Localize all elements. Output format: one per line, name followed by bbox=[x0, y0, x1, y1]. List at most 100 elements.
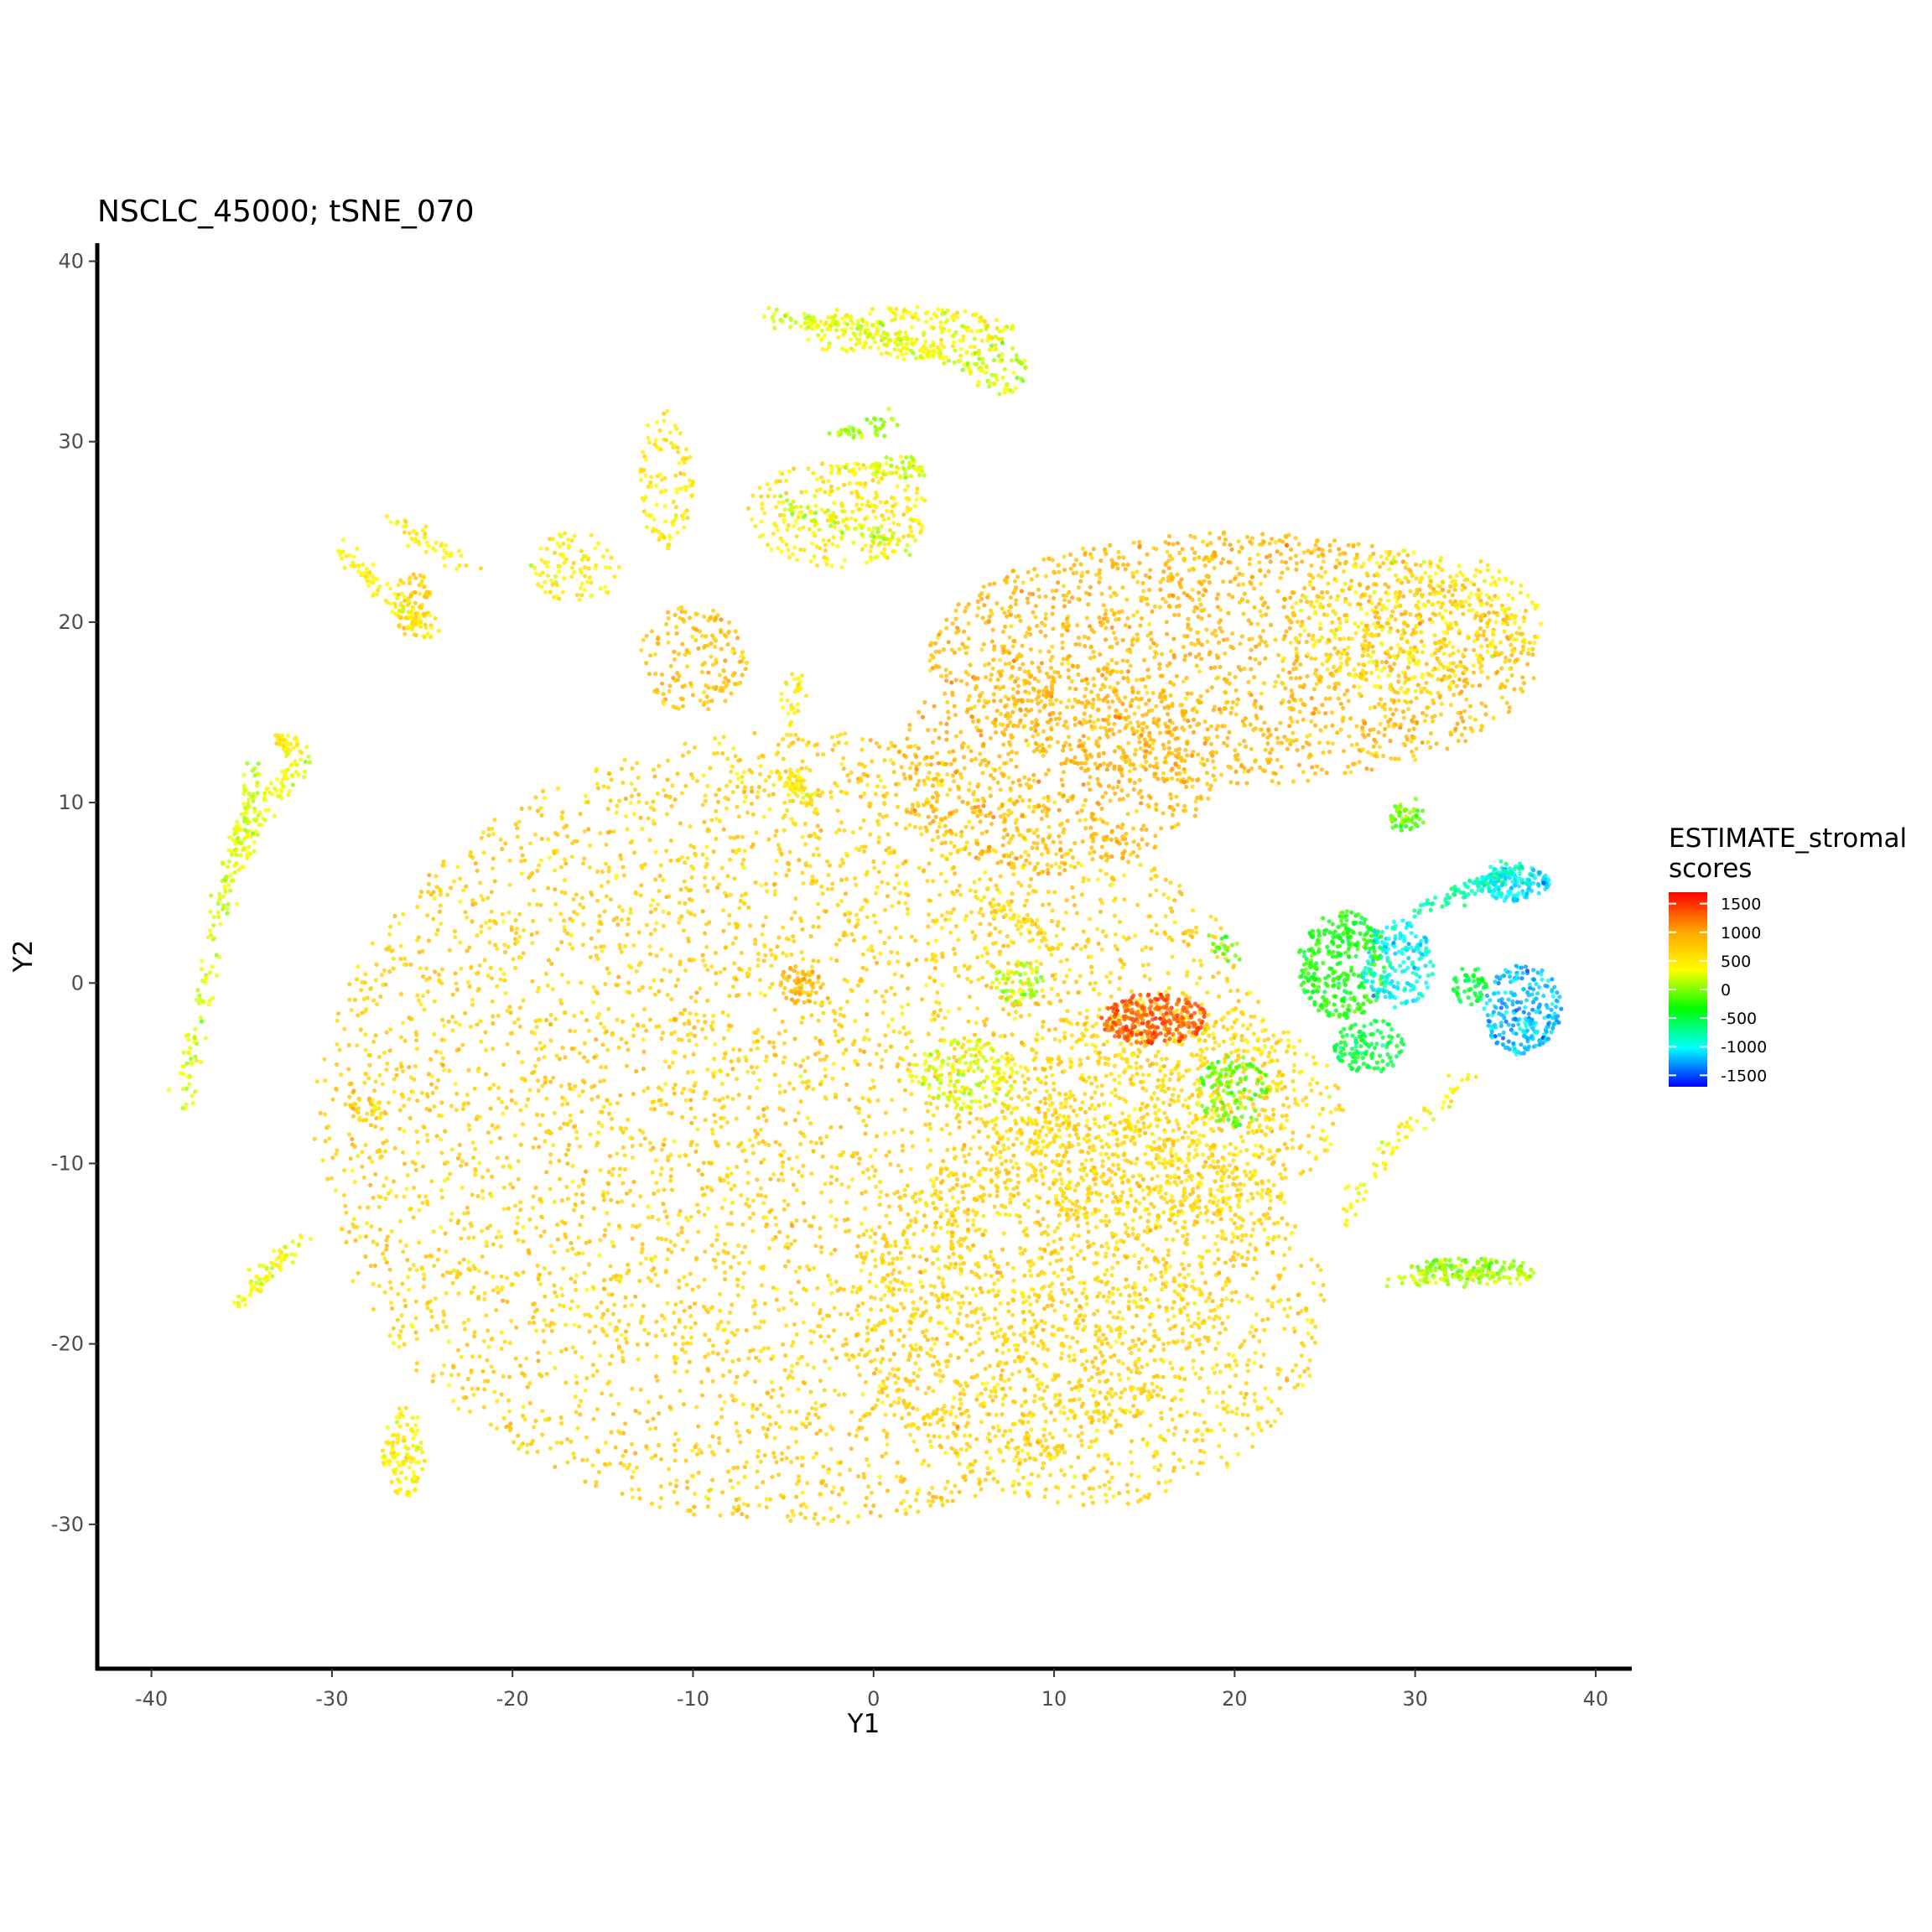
data-point bbox=[595, 1407, 600, 1412]
data-point bbox=[858, 826, 863, 831]
data-point bbox=[1014, 1454, 1019, 1459]
data-point bbox=[644, 1444, 649, 1449]
data-point bbox=[796, 1387, 801, 1392]
data-point bbox=[924, 983, 929, 988]
data-point bbox=[626, 1322, 631, 1327]
data-point bbox=[681, 1402, 687, 1407]
data-point bbox=[448, 886, 454, 891]
data-point bbox=[424, 1132, 429, 1137]
data-point bbox=[1000, 1006, 1005, 1012]
data-point bbox=[737, 906, 742, 911]
data-point bbox=[825, 1273, 831, 1278]
data-point bbox=[471, 1334, 477, 1339]
data-point bbox=[398, 1035, 403, 1040]
data-point bbox=[641, 1088, 647, 1093]
data-point bbox=[1122, 897, 1127, 902]
data-point bbox=[640, 1242, 645, 1247]
data-point bbox=[462, 1211, 467, 1216]
data-point bbox=[897, 1056, 903, 1061]
data-point bbox=[1078, 974, 1083, 979]
data-point bbox=[600, 948, 605, 953]
data-point bbox=[347, 982, 352, 987]
data-point bbox=[682, 1308, 687, 1313]
data-point bbox=[874, 1052, 879, 1057]
data-point bbox=[1148, 892, 1153, 898]
data-point bbox=[914, 1498, 919, 1503]
data-point bbox=[741, 770, 747, 775]
data-point bbox=[516, 1433, 521, 1438]
data-point bbox=[668, 953, 673, 958]
data-point bbox=[756, 785, 762, 790]
data-point bbox=[1175, 1008, 1180, 1013]
data-point bbox=[699, 1026, 705, 1032]
data-point bbox=[555, 1223, 560, 1228]
data-point bbox=[1040, 902, 1046, 907]
data-point bbox=[921, 869, 927, 874]
data-point bbox=[527, 1251, 532, 1256]
data-point bbox=[722, 1400, 727, 1405]
data-point bbox=[813, 1036, 818, 1041]
data-point bbox=[534, 930, 540, 935]
data-point bbox=[931, 1183, 936, 1188]
data-point bbox=[865, 1457, 870, 1462]
data-point bbox=[527, 1400, 532, 1405]
data-point bbox=[937, 1304, 942, 1309]
data-point bbox=[578, 1144, 583, 1149]
data-point bbox=[882, 758, 887, 763]
data-point bbox=[540, 1432, 545, 1437]
data-point bbox=[1092, 1117, 1097, 1122]
data-point bbox=[401, 911, 406, 917]
data-point bbox=[564, 861, 569, 866]
data-point bbox=[439, 1100, 444, 1105]
data-point bbox=[753, 880, 758, 886]
data-point bbox=[970, 1243, 976, 1248]
data-point bbox=[741, 1501, 747, 1507]
data-point bbox=[619, 1332, 625, 1337]
data-point bbox=[446, 1383, 451, 1388]
data-point bbox=[488, 1422, 494, 1427]
data-point bbox=[761, 814, 766, 819]
data-point bbox=[861, 1472, 866, 1477]
data-point bbox=[1088, 1106, 1093, 1111]
data-point bbox=[870, 1249, 875, 1254]
data-point bbox=[740, 1402, 746, 1407]
data-point bbox=[612, 1302, 617, 1307]
data-point bbox=[573, 1280, 578, 1285]
data-point bbox=[1041, 1139, 1046, 1144]
data-point bbox=[761, 1139, 766, 1144]
data-point bbox=[566, 980, 571, 985]
data-point bbox=[507, 1005, 512, 1010]
data-point bbox=[760, 932, 765, 937]
data-point bbox=[738, 1142, 743, 1147]
data-point bbox=[416, 998, 422, 1003]
data-point bbox=[1250, 1227, 1255, 1232]
data-point bbox=[1182, 1130, 1187, 1135]
data-point bbox=[1187, 1341, 1192, 1346]
data-point bbox=[656, 902, 661, 907]
data-point bbox=[346, 1067, 351, 1072]
data-point bbox=[786, 1245, 791, 1250]
data-point bbox=[479, 929, 484, 934]
data-point bbox=[492, 879, 497, 884]
data-point bbox=[938, 1008, 943, 1013]
data-point bbox=[1078, 1249, 1083, 1254]
data-point bbox=[1019, 1014, 1024, 1019]
data-point bbox=[1181, 1327, 1186, 1332]
data-point bbox=[1170, 937, 1175, 943]
data-point bbox=[564, 823, 569, 828]
data-point bbox=[732, 1183, 737, 1188]
data-point bbox=[826, 872, 831, 878]
data-point bbox=[581, 1177, 586, 1183]
data-point bbox=[1027, 1013, 1032, 1018]
data-point bbox=[773, 1420, 778, 1426]
data-point bbox=[568, 1119, 573, 1124]
data-point bbox=[995, 1174, 1000, 1180]
data-point bbox=[873, 1168, 878, 1173]
data-point bbox=[866, 1037, 871, 1042]
data-point bbox=[581, 861, 586, 866]
data-point bbox=[856, 1474, 861, 1479]
data-point bbox=[1161, 892, 1166, 897]
data-point bbox=[553, 901, 558, 906]
data-point bbox=[610, 1292, 615, 1297]
data-point bbox=[789, 1298, 794, 1303]
